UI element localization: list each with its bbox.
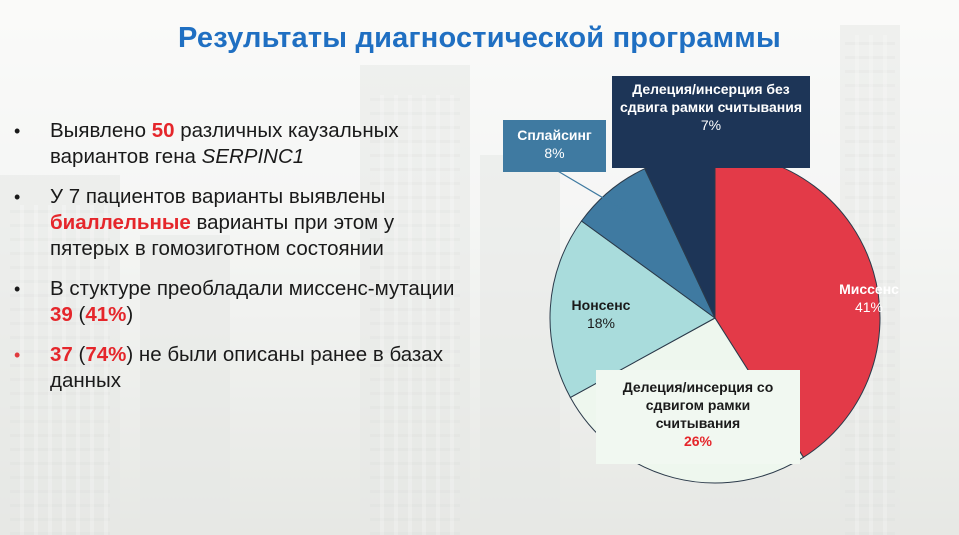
slice-value: 26% — [683, 433, 713, 449]
slice-name: Делеция/инсерция со сдвигом рамки считыв… — [622, 379, 774, 431]
bullet-dot-icon: • — [14, 187, 21, 207]
slice-name: Миссенс — [839, 281, 899, 297]
slice-label-nonsense: Нонсенс 18% — [556, 296, 646, 332]
pie-slice-nonsense — [549, 220, 716, 399]
slice-name: Делеция/инсерция без сдвига рамки считыв… — [620, 81, 802, 115]
bullet-item: • В стуктуре преобладали миссенс-мутации… — [14, 277, 455, 326]
bullet-list: • Выявлено 50 различных каузальных вариа… — [14, 118, 464, 408]
slice-label-frameshift: Делеция/инсерция со сдвигом рамки считыв… — [596, 370, 800, 464]
slice-label-inframe: Делеция/инсерция без сдвига рамки считыв… — [612, 76, 810, 168]
slice-value: 7% — [700, 117, 722, 133]
slice-name: Сплайсинг — [517, 127, 592, 143]
bullet-dot-icon: • — [14, 279, 21, 299]
bullet-dot-icon: • — [14, 121, 21, 141]
bullet-item: • У 7 пациентов варианты выявлены биалле… — [14, 185, 395, 260]
slice-value: 8% — [544, 145, 565, 161]
slice-label-splicing: Сплайсинг 8% — [503, 120, 606, 172]
slice-name: Нонсенс — [571, 297, 631, 313]
bullet-dot-icon: • — [14, 345, 21, 365]
slice-label-missense: Миссенс 41% — [798, 272, 940, 324]
slice-value: 41% — [854, 299, 884, 315]
bullet-item: • Выявлено 50 различных каузальных вариа… — [14, 119, 399, 168]
page-title: Результаты диагностической программы — [178, 22, 781, 54]
slice-value: 18% — [586, 315, 616, 331]
splicing-leader-line — [555, 169, 628, 213]
bullet-item: • 37 (74%) не были описаны ранее в базах… — [14, 343, 443, 392]
